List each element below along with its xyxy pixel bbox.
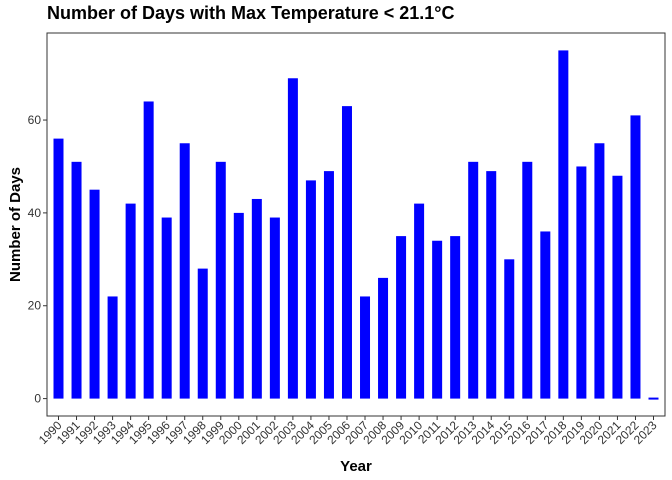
y-tick-label: 0	[34, 392, 41, 406]
bar-1993	[107, 296, 118, 399]
bar-2020	[594, 143, 605, 399]
bar-1990	[53, 138, 64, 399]
bar-2021	[612, 175, 623, 399]
bar-2007	[360, 296, 371, 399]
bar-2018	[558, 50, 569, 399]
bar-2014	[486, 171, 497, 399]
y-axis: 0 20 40 60	[28, 113, 47, 406]
bar-2005	[323, 171, 334, 399]
bar-2013	[468, 161, 479, 399]
bar-2017	[540, 231, 551, 399]
bar-2002	[269, 217, 280, 399]
bar-2009	[396, 236, 407, 399]
bar-2019	[576, 166, 587, 399]
bar-2003	[287, 78, 298, 399]
y-axis-title: Number of Days	[7, 167, 24, 282]
x-axis: 1990199119921993199419951996199719981999…	[36, 416, 660, 447]
bar-2010	[414, 203, 425, 399]
bar-2015	[504, 259, 515, 399]
y-tick-label: 40	[28, 206, 42, 220]
y-tick-label: 20	[28, 299, 42, 313]
bar-2023	[648, 397, 659, 400]
bar-2008	[378, 277, 389, 399]
bar-2022	[630, 115, 641, 399]
bar-2011	[432, 240, 443, 399]
plot-panel-border	[46, 32, 666, 417]
bar-2016	[522, 161, 533, 399]
chart-title: Number of Days with Max Temperature < 21…	[47, 3, 455, 23]
y-tick-label: 60	[28, 113, 42, 127]
bar-1992	[89, 189, 100, 399]
bar-2000	[233, 212, 244, 399]
bar-2001	[251, 198, 262, 399]
bar-1998	[197, 268, 208, 399]
bar-1995	[143, 101, 154, 399]
bar-1999	[215, 161, 226, 399]
bar-1994	[125, 203, 136, 399]
bar-1997	[179, 143, 190, 399]
bar-1996	[161, 217, 172, 399]
bar-1991	[71, 161, 82, 399]
x-axis-title: Year	[340, 458, 372, 475]
bar-2004	[305, 180, 316, 399]
bar-2006	[341, 106, 352, 399]
bars-group	[53, 50, 659, 400]
bar-2012	[450, 236, 461, 399]
